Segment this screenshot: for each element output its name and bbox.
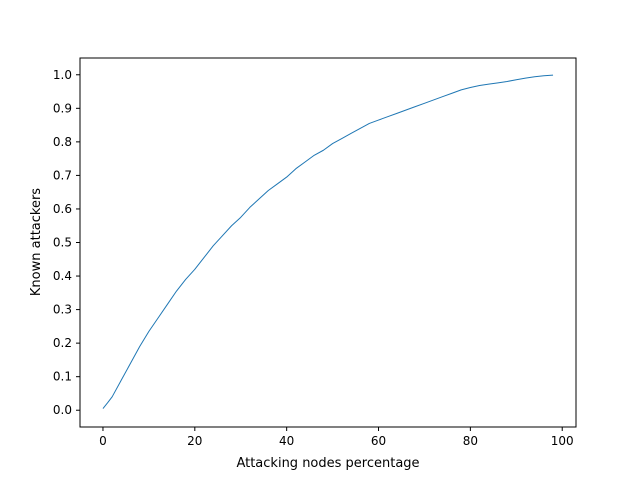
y-tick-label: 0.7: [53, 168, 72, 182]
series-line: [102, 74, 554, 409]
x-axis-ticks: 0 20 40 60 80 100: [99, 427, 574, 448]
y-tick-label: 0.2: [53, 336, 72, 350]
y-tick-label: 0.6: [53, 202, 72, 216]
y-tick-label: 0.8: [53, 135, 72, 149]
y-tick-label: 0.0: [53, 403, 72, 417]
x-axis-label: Attacking nodes percentage: [236, 456, 419, 471]
series-layer: [102, 74, 554, 409]
plot-area: [80, 58, 576, 427]
y-axis-label: Known attackers: [29, 188, 44, 296]
y-tick-label: 0.9: [53, 101, 72, 115]
y-tick-label: 0.4: [53, 269, 72, 283]
x-tick-label: 80: [463, 434, 478, 448]
x-tick-label: 60: [371, 434, 386, 448]
y-tick-label: 0.5: [53, 236, 72, 250]
x-tick-label: 100: [551, 434, 574, 448]
x-tick-label: 0: [99, 434, 107, 448]
x-tick-label: 20: [187, 434, 202, 448]
x-tick-label: 40: [279, 434, 294, 448]
y-tick-label: 1.0: [53, 68, 72, 82]
y-tick-label: 0.3: [53, 303, 72, 317]
y-tick-label: 0.1: [53, 370, 72, 384]
y-axis-ticks: 0.0 0.1 0.2 0.3 0.4 0.5 0.6 0.7 0.8 0.9 1.0: [53, 68, 80, 417]
